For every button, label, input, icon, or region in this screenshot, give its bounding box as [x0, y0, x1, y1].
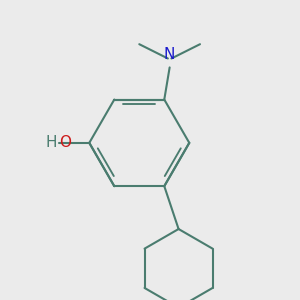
Text: H: H	[46, 135, 57, 150]
Text: N: N	[164, 47, 175, 62]
Text: O: O	[59, 135, 71, 150]
